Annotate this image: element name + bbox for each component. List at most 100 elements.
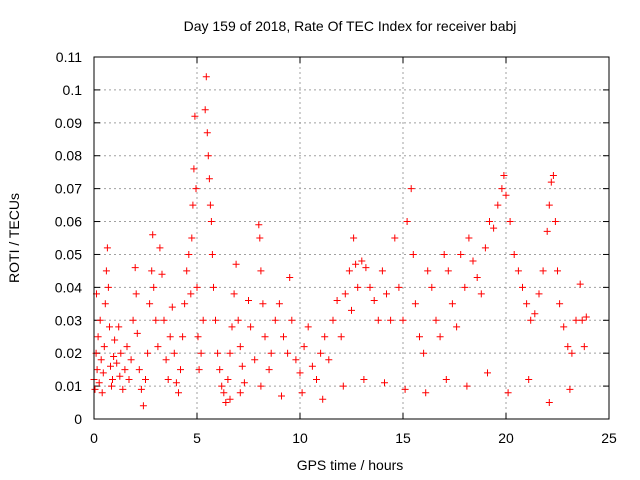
data-point xyxy=(247,323,255,331)
data-point xyxy=(164,376,172,383)
data-point xyxy=(545,201,553,209)
data-point xyxy=(411,300,419,308)
data-point xyxy=(150,283,158,291)
data-point xyxy=(109,376,116,383)
y-tick-label: 0.07 xyxy=(55,181,82,197)
data-point xyxy=(108,382,115,390)
data-point xyxy=(142,376,149,383)
data-point xyxy=(232,260,240,268)
data-point xyxy=(484,369,491,377)
data-point xyxy=(132,290,140,298)
data-point xyxy=(304,323,312,331)
data-point xyxy=(339,382,347,390)
data-point xyxy=(97,356,105,364)
data-point xyxy=(188,234,196,242)
data-point xyxy=(448,300,456,308)
data-point xyxy=(220,389,228,397)
data-point xyxy=(510,251,518,258)
data-point xyxy=(391,234,399,242)
data-point xyxy=(101,300,109,308)
data-point xyxy=(554,267,561,275)
data-point xyxy=(527,316,535,324)
data-point xyxy=(523,300,531,308)
data-point xyxy=(543,227,551,235)
data-point xyxy=(566,385,574,393)
data-point xyxy=(358,257,366,265)
data-point xyxy=(127,356,135,364)
data-point xyxy=(158,270,166,278)
data-point xyxy=(362,264,370,272)
data-point xyxy=(292,356,300,364)
data-point xyxy=(98,389,106,397)
data-point xyxy=(401,385,409,393)
data-point xyxy=(453,323,461,331)
data-point xyxy=(129,316,137,324)
data-point xyxy=(504,389,512,397)
data-point xyxy=(350,234,358,242)
y-tick-label: 0.11 xyxy=(56,49,82,65)
data-point xyxy=(572,316,580,324)
data-point xyxy=(91,385,99,393)
data-point xyxy=(354,283,362,291)
data-point xyxy=(131,264,139,272)
data-point xyxy=(110,353,118,360)
data-point xyxy=(477,290,485,298)
x-tick-label: 20 xyxy=(498,430,514,446)
data-point xyxy=(267,349,275,357)
data-point xyxy=(257,382,265,390)
data-point xyxy=(502,191,510,199)
data-point xyxy=(236,389,244,397)
data-point xyxy=(432,316,440,324)
data-point xyxy=(374,316,382,324)
data-point xyxy=(116,372,124,380)
data-point xyxy=(179,333,187,341)
x-tick-label: 10 xyxy=(292,430,308,446)
data-point xyxy=(149,231,157,239)
data-point xyxy=(144,349,152,357)
data-point xyxy=(383,290,390,298)
data-point xyxy=(366,283,374,291)
data-point xyxy=(278,392,285,400)
data-point xyxy=(329,316,337,324)
data-point xyxy=(486,218,493,225)
data-point xyxy=(99,369,107,377)
data-point xyxy=(203,129,211,137)
data-point xyxy=(360,376,368,383)
data-point xyxy=(261,333,269,341)
data-point xyxy=(228,323,236,331)
data-point xyxy=(192,185,200,193)
data-point xyxy=(576,280,584,288)
data-point xyxy=(442,376,450,383)
data-point xyxy=(185,251,193,258)
data-point xyxy=(549,172,557,179)
x-tick-label: 15 xyxy=(395,430,411,446)
data-point xyxy=(321,333,329,341)
data-point xyxy=(345,267,353,275)
data-point xyxy=(170,349,178,357)
x-tick-label: 0 xyxy=(90,430,98,446)
data-point xyxy=(352,260,360,268)
data-point xyxy=(199,316,207,324)
data-point xyxy=(191,112,199,120)
y-tick-label: 0.05 xyxy=(55,246,82,262)
data-point xyxy=(175,389,182,397)
data-point xyxy=(194,333,202,341)
data-point xyxy=(172,379,180,387)
data-point xyxy=(259,300,267,308)
data-point xyxy=(216,366,224,374)
data-point xyxy=(337,333,345,341)
data-point xyxy=(154,343,162,351)
data-point xyxy=(222,399,230,406)
data-point xyxy=(416,333,423,341)
x-tick-label: 5 xyxy=(193,430,201,446)
data-point xyxy=(104,283,112,291)
data-point xyxy=(202,73,210,81)
data-point xyxy=(133,329,141,337)
data-point xyxy=(545,399,553,406)
data-point xyxy=(494,201,502,209)
data-point xyxy=(568,349,576,357)
y-tick-label: 0.04 xyxy=(55,279,82,295)
data-point xyxy=(181,300,189,308)
data-point xyxy=(121,366,129,374)
